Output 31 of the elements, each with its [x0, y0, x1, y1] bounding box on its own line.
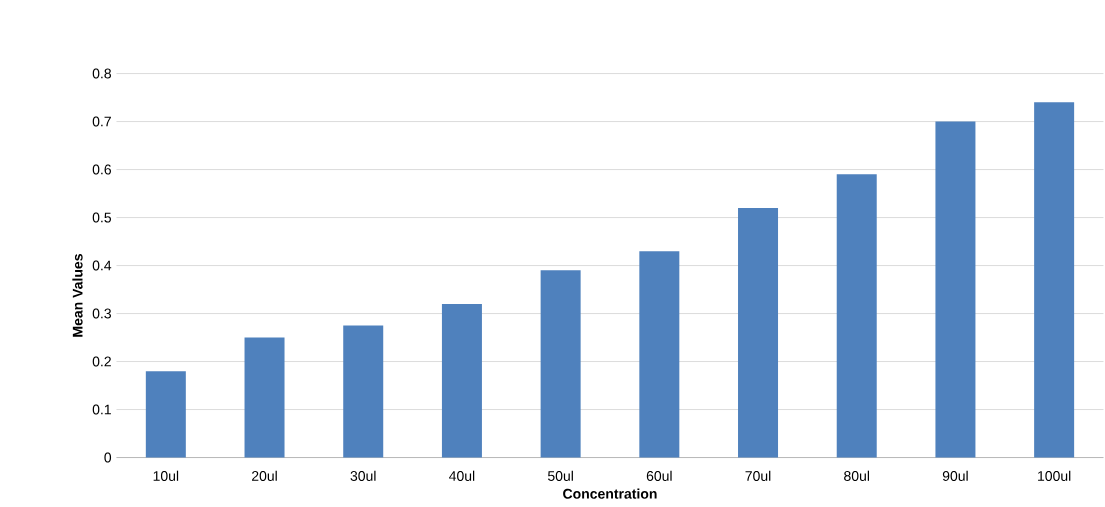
y-tick-label: 0.4: [92, 260, 112, 271]
x-tick-label: 50ul: [547, 470, 573, 481]
x-tick-label: 30ul: [350, 470, 376, 481]
y-tick-label: 0.2: [92, 356, 111, 367]
bar: [639, 251, 680, 458]
x-tick-label: 10ul: [153, 470, 179, 481]
bar: [738, 207, 779, 458]
x-tick-label: 90ul: [942, 470, 968, 481]
x-tick-label: 80ul: [844, 470, 870, 481]
y-tick-label: 0.8: [92, 68, 111, 79]
y-tick-label: 0.5: [92, 212, 112, 223]
x-tick-label: 70ul: [745, 470, 771, 481]
y-tick-label: 0.1: [92, 404, 111, 415]
y-tick-label: 0.6: [92, 164, 111, 175]
bar: [441, 303, 482, 458]
bar: [540, 270, 581, 458]
x-tick-label: 20ul: [252, 470, 277, 481]
bar: [1034, 102, 1075, 458]
x-tick-label: 40ul: [449, 470, 475, 481]
y-tick-label: 0: [104, 452, 112, 463]
bar: [836, 174, 877, 458]
x-tick-label: 60ul: [646, 470, 672, 481]
x-tick-label: 100ul: [1038, 470, 1071, 481]
y-axis-title: Mean Values: [72, 254, 83, 337]
bar: [244, 337, 285, 458]
y-tick-label: 0.3: [92, 308, 111, 319]
bar: [935, 121, 976, 458]
y-tick-label: 0.7: [92, 116, 111, 127]
x-axis-title: Concentration: [563, 488, 657, 499]
bar: [343, 325, 384, 458]
bar: [145, 371, 186, 458]
